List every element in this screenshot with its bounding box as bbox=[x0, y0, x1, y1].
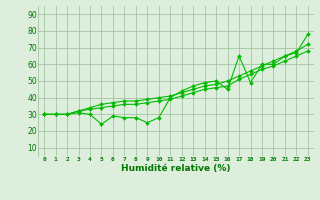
X-axis label: Humidité relative (%): Humidité relative (%) bbox=[121, 164, 231, 173]
